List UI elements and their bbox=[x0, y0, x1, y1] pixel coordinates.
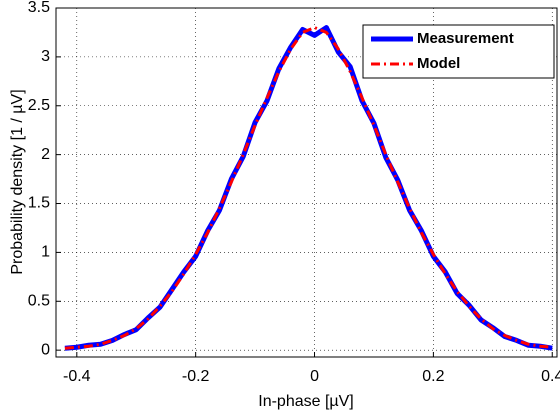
legend-box bbox=[362, 24, 555, 79]
x-tick-label: -0.2 bbox=[182, 368, 210, 385]
x-tick-label: 0.2 bbox=[422, 368, 444, 385]
y-tick-label: 0 bbox=[41, 341, 50, 358]
y-tick-label: 1 bbox=[41, 244, 50, 261]
y-tick-label: 0.5 bbox=[28, 292, 50, 309]
x-axis-label: In-phase [µV] bbox=[258, 393, 354, 410]
series-line bbox=[64, 26, 553, 350]
y-axis-label: Probability density [1 / µV] bbox=[9, 89, 26, 274]
x-tick-label: -0.4 bbox=[63, 368, 91, 385]
y-tick-label: 2 bbox=[41, 146, 50, 163]
y-tick-label: 1.5 bbox=[28, 195, 50, 212]
x-tick-label: 0.4 bbox=[541, 368, 560, 385]
legend-label: Measurement bbox=[417, 30, 514, 47]
y-tick-label: 2.5 bbox=[28, 97, 50, 114]
y-tick-label: 3.5 bbox=[28, 0, 50, 16]
plot-frame bbox=[55, 7, 558, 358]
y-tick-label: 3 bbox=[41, 48, 50, 65]
legend-label: Model bbox=[417, 55, 460, 72]
x-tick-label: 0 bbox=[310, 368, 319, 385]
